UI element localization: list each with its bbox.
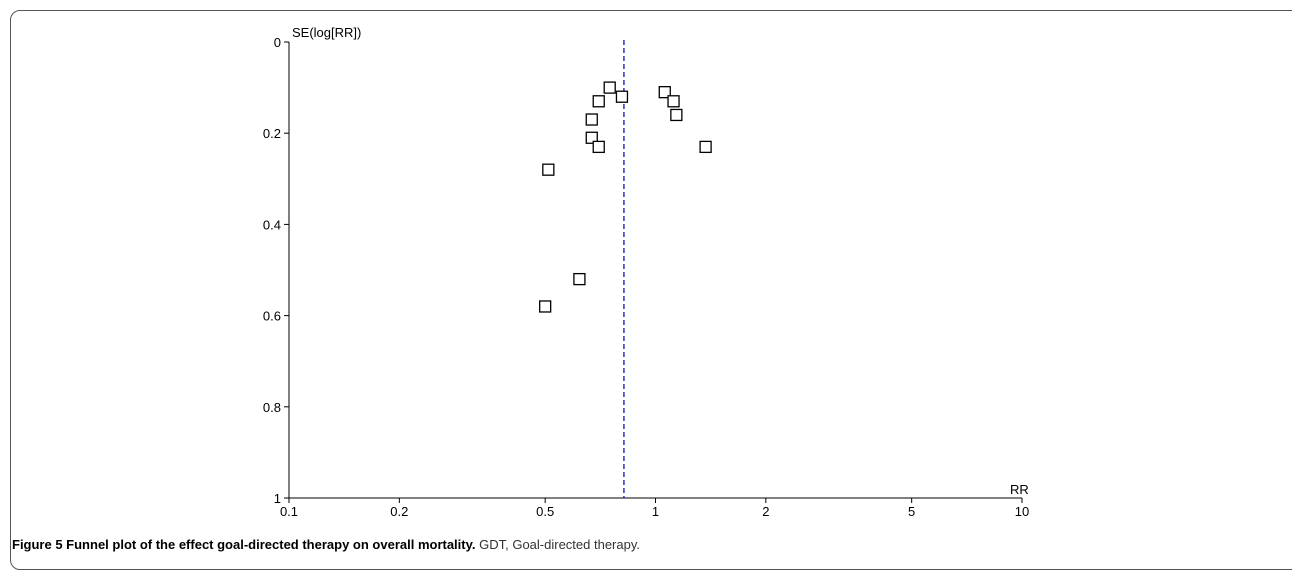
y-tick-label: 1: [274, 491, 281, 506]
study-point: [603, 81, 616, 94]
caption-text: GDT, Goal-directed therapy.: [475, 537, 640, 552]
study-point: [667, 95, 680, 108]
study-point: [542, 163, 555, 176]
study-point: [658, 86, 671, 99]
study-point: [699, 140, 712, 154]
y-tick-label: 0.4: [263, 217, 281, 232]
study-point: [615, 90, 629, 103]
y-tick-label: 0: [274, 35, 281, 50]
y-tick-label: 0.6: [263, 309, 281, 324]
x-tick-label: 1: [652, 504, 659, 519]
y-tick-label: 0.2: [263, 126, 281, 141]
x-tick-label: 5: [908, 504, 915, 519]
x-tick-label: 2: [762, 504, 769, 519]
x-axis-ticks: 0.1 0.2 0.5 1 2 5 10: [280, 498, 1029, 519]
x-tick-label: 0.2: [390, 504, 408, 519]
study-point: [592, 140, 605, 154]
x-tick-label: 0.5: [536, 504, 554, 519]
study-points: [539, 81, 712, 313]
y-tick-label: 0.8: [263, 400, 281, 415]
plot-axes: [288, 42, 1022, 499]
study-point: [573, 272, 586, 286]
funnel-plot: 0 0.2 0.4 0.6 0.8 1 0.1 0.2 0.5 1 2 5 10 SE(log[RR]…: [263, 25, 1029, 519]
figure-caption: Figure 5 Funnel plot of the effect goal-…: [12, 537, 640, 552]
study-point: [539, 300, 552, 313]
x-tick-label: 0.1: [280, 504, 298, 519]
x-tick-label: 10: [1015, 504, 1029, 519]
y-axis-label: SE(log[RR]): [292, 25, 361, 40]
study-point: [585, 113, 598, 126]
x-axis-label: RR: [1010, 482, 1029, 497]
study-point: [592, 95, 605, 108]
y-axis-ticks: 0 0.2 0.4 0.6 0.8 1: [263, 35, 289, 506]
caption-title: Figure 5 Funnel plot of the effect goal-…: [12, 537, 476, 552]
study-point: [585, 131, 598, 144]
study-point: [670, 108, 683, 122]
